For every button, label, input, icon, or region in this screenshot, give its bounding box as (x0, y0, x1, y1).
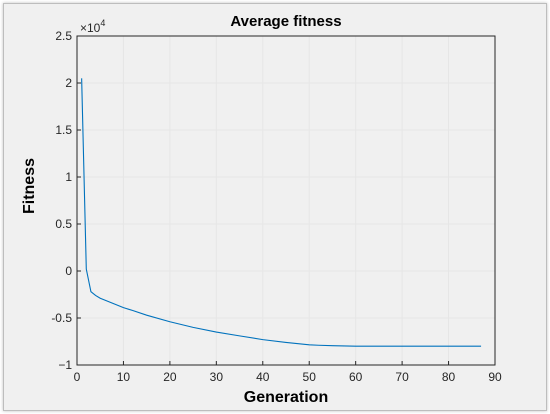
x-tick-label: 30 (210, 370, 224, 384)
y-multiplier: ×104 (80, 18, 105, 35)
y-tick-label: 1.5 (55, 123, 72, 137)
y-multiplier-exponent: 4 (100, 18, 105, 28)
y-tick-label: -0.5 (51, 311, 72, 325)
y-tick-label: 0.5 (55, 217, 72, 231)
x-tick-label: 20 (163, 370, 177, 384)
x-tick-label: 0 (74, 370, 81, 384)
figure-window (3, 3, 547, 411)
y-tick-label: 2 (65, 76, 72, 90)
y-ticks: 2.5 2 1.5 1 0.5 0 -0.5 −1 (51, 29, 81, 372)
x-tick-label: 60 (349, 370, 363, 384)
x-tick-label: 10 (117, 370, 131, 384)
series-line (81, 78, 482, 347)
x-tick-label: 80 (442, 370, 456, 384)
y-multiplier-base: ×10 (80, 21, 101, 35)
x-tick-label: 90 (488, 370, 502, 384)
y-axis-label: Fitness (21, 158, 38, 214)
y-tick-label: 1 (65, 170, 72, 184)
y-tick-label: 0 (65, 264, 72, 278)
x-tick-label: 70 (395, 370, 409, 384)
y-tick-label: 2.5 (55, 29, 72, 43)
x-ticks: 0 10 20 30 40 50 60 70 80 90 (74, 361, 502, 384)
y-tick-label: −1 (58, 358, 72, 372)
x-tick-label: 40 (256, 370, 270, 384)
x-tick-label: 50 (303, 370, 317, 384)
x-axis-label: Generation (244, 389, 328, 406)
plot-area (76, 35, 496, 366)
chart-title: Average fitness (230, 13, 341, 30)
grid (77, 36, 495, 365)
